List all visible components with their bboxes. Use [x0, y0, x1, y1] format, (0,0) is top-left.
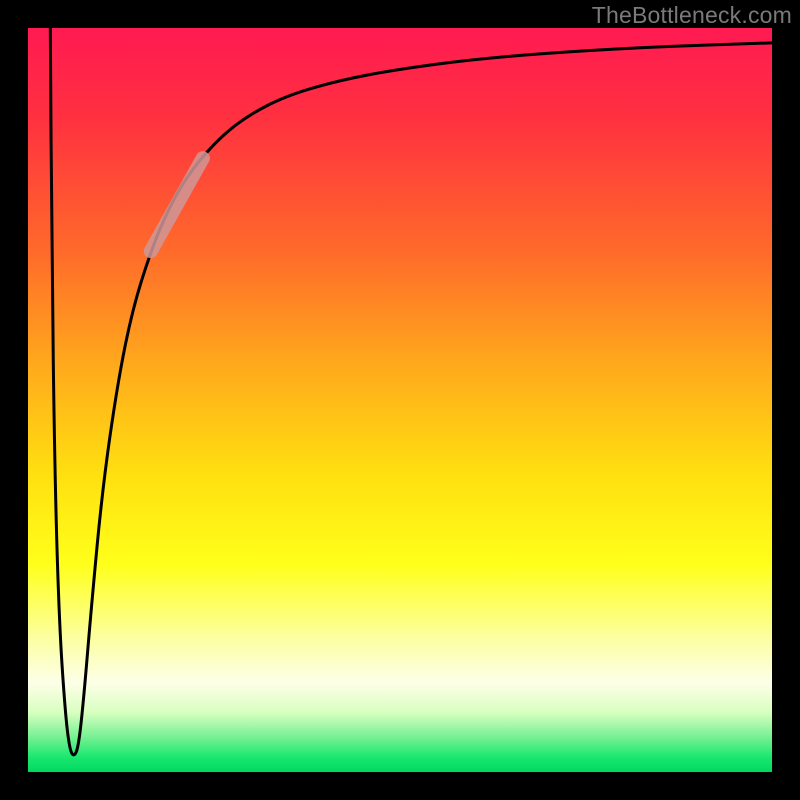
watermark-label: TheBottleneck.com	[592, 2, 792, 29]
bottleneck-chart: TheBottleneck.com	[0, 0, 800, 800]
chart-svg	[0, 0, 800, 800]
